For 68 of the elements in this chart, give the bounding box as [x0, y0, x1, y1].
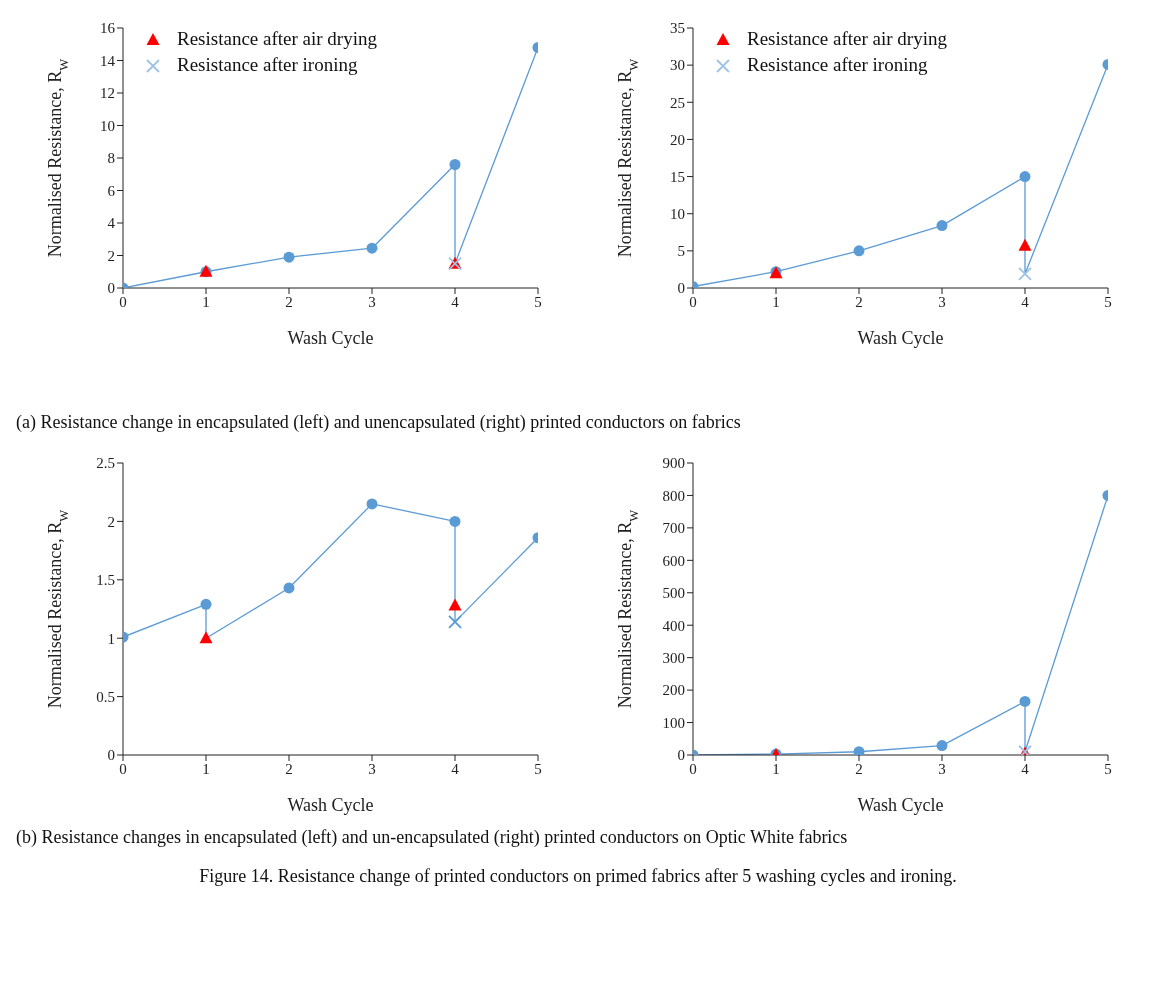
x-axis-title: Wash Cycle — [857, 328, 944, 348]
y-tick-label: 6 — [107, 182, 116, 199]
x-tick-label: 1 — [772, 293, 780, 310]
x-tick-label: 0 — [689, 293, 697, 310]
x-tick-label: 2 — [285, 760, 293, 777]
legend-label: Resistance after ironing — [177, 53, 358, 77]
y-tick-label: 700 — [662, 520, 685, 537]
x-tick-label: 4 — [451, 293, 460, 310]
x-tick-label: 1 — [202, 760, 210, 777]
x-tick-label: 5 — [1104, 760, 1112, 777]
legend-label: Resistance after air drying — [177, 27, 377, 51]
x-tick-label: 1 — [772, 760, 780, 777]
x-axis-title: Wash Cycle — [287, 795, 374, 815]
y-tick-label: 400 — [662, 617, 685, 634]
text: (a) Resistance change in encapsulated (left) and unencapsulated (right) printed conductors on fabrics — [16, 412, 742, 433]
y-tick-label: 0 — [107, 280, 115, 297]
x-tick-label: 2 — [855, 293, 863, 310]
x-tick-label: 3 — [368, 293, 376, 310]
y-tick-label: 500 — [662, 585, 685, 602]
x-tick-label: 5 — [534, 293, 542, 310]
x-tick-label: 2 — [285, 293, 293, 310]
x-tick-label: 4 — [1021, 760, 1030, 777]
y-tick-label: 10 — [670, 206, 685, 223]
y-tick-label: 800 — [662, 487, 685, 504]
x-tick-label: 5 — [1104, 293, 1112, 310]
y-tick-label: 100 — [662, 714, 685, 731]
y-tick-label: 300 — [662, 649, 685, 666]
legend-label: Resistance after ironing — [747, 53, 928, 77]
y-tick-label: 5 — [677, 243, 685, 260]
y-tick-label: 1 — [107, 630, 115, 647]
y-tick-label: 25 — [670, 94, 685, 111]
y-tick-label: 20 — [670, 131, 685, 148]
x-tick-label: 5 — [534, 760, 542, 777]
x-tick-label: 3 — [938, 293, 946, 310]
y-tick-label: 10 — [100, 117, 115, 134]
x-tick-label: 4 — [1021, 293, 1030, 310]
x-tick-label: 3 — [368, 760, 376, 777]
y-tick-label: 4 — [107, 215, 116, 232]
x-tick-label: 2 — [855, 760, 863, 777]
y-tick-label: 0 — [107, 747, 115, 764]
y-tick-label: 12 — [100, 85, 115, 102]
y-tick-label: 2 — [107, 247, 115, 264]
y-tick-label: 0 — [677, 747, 685, 764]
y-tick-label: 600 — [662, 552, 685, 569]
x-tick-label: 0 — [119, 760, 127, 777]
x-axis-title: Wash Cycle — [287, 328, 374, 348]
x-tick-label: 4 — [451, 760, 460, 777]
y-tick-label: 0 — [677, 280, 685, 297]
y-tick-label: 0.5 — [96, 688, 115, 705]
y-tick-label: 2 — [107, 513, 115, 530]
x-axis-title: Wash Cycle — [857, 795, 944, 815]
y-tick-label: 2.5 — [96, 455, 115, 472]
x-tick-label: 0 — [119, 293, 127, 310]
y-tick-label: 30 — [670, 57, 685, 74]
text: (b) Resistance changes in encapsulated (left) and un-encapsulated (right) printed conductors on Optic White fabrics — [16, 827, 849, 848]
x-tick-label: 1 — [202, 293, 210, 310]
y-tick-label: 200 — [662, 682, 685, 699]
x-tick-label: 3 — [938, 760, 946, 777]
y-tick-label: 900 — [662, 455, 685, 472]
y-tick-label: 15 — [670, 168, 685, 185]
y-tick-label: 16 — [100, 20, 116, 37]
legend-label: Resistance after air drying — [747, 27, 947, 51]
y-tick-label: 1.5 — [96, 572, 115, 589]
y-tick-label: 14 — [100, 52, 116, 69]
x-tick-label: 0 — [689, 760, 697, 777]
caption: Figure 14. Resistance change of printed conductors on primed fabrics after 5 washing cycles and ironing. — [198, 866, 958, 887]
y-tick-label: 35 — [670, 20, 685, 37]
y-tick-label: 8 — [107, 150, 115, 167]
